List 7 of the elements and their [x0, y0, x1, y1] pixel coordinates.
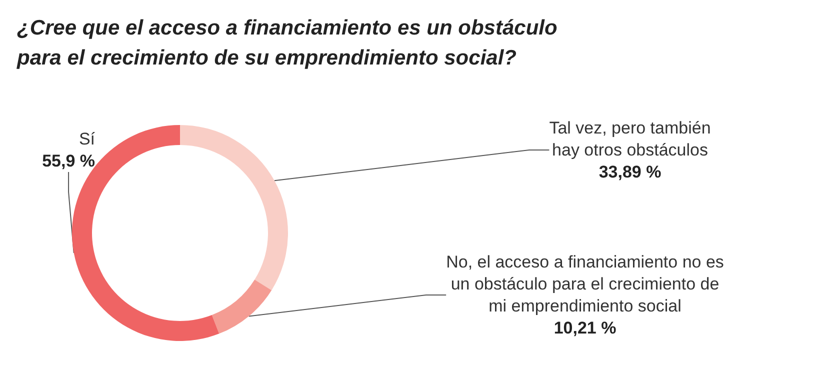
data-label: 33,89 % — [598, 162, 662, 182]
slice-label: Sí — [78, 130, 96, 148]
slice-label: Tal vez, pero también hay otros obstáculos — [549, 118, 711, 160]
chart-title: ¿Cree que el acceso a financiamiento es un obstáculo para el crecimiento de su emprendimiento social? — [16, 16, 558, 70]
data-label: 10,21 % — [554, 318, 616, 338]
data-label: 55,9 % — [42, 152, 95, 170]
slice-label: No, el acceso a financiamiento no es un obstáculo para el crecimiento de mi emprendimiento social — [446, 252, 724, 316]
